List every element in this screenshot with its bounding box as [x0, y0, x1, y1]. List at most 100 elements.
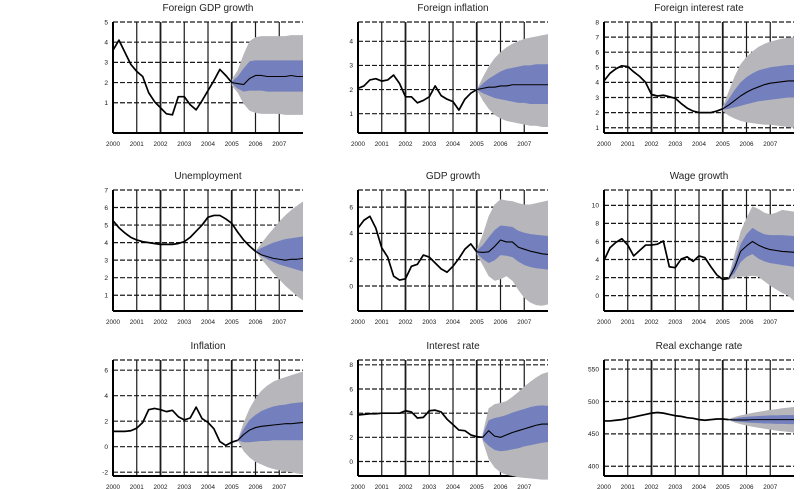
svg-text:6: 6 [595, 239, 599, 246]
svg-text:5: 5 [595, 65, 599, 72]
svg-text:4: 4 [104, 240, 108, 247]
svg-text:4: 4 [349, 231, 353, 238]
svg-text:2000: 2000 [351, 319, 366, 326]
svg-text:3: 3 [349, 63, 353, 70]
svg-text:7: 7 [104, 187, 108, 194]
svg-text:3: 3 [595, 95, 599, 102]
svg-text:2000: 2000 [597, 484, 612, 489]
svg-text:0: 0 [104, 444, 108, 451]
svg-text:2003: 2003 [177, 484, 192, 489]
svg-text:2004: 2004 [692, 319, 707, 326]
svg-text:2001: 2001 [130, 319, 145, 326]
svg-text:8: 8 [595, 19, 599, 26]
svg-text:5: 5 [104, 222, 108, 229]
gdp-growth-chart: 0 2 4 6 2000 2001 2002 2003 2004 2005 2006 2007 [349, 189, 549, 326]
svg-text:2006: 2006 [739, 484, 754, 489]
svg-text:4: 4 [349, 39, 353, 46]
svg-text:2001: 2001 [130, 141, 145, 148]
svg-text:2005: 2005 [716, 319, 731, 326]
svg-text:2006: 2006 [739, 319, 754, 326]
foreign-gdp-growth-chart: 1 2 3 4 5 2000 2001 2002 2003 2004 2005 2006 2007 [104, 19, 303, 148]
svg-text:2005: 2005 [470, 141, 485, 148]
svg-text:2007: 2007 [272, 141, 287, 148]
svg-text:2002: 2002 [398, 484, 413, 489]
svg-text:6: 6 [104, 367, 108, 374]
svg-text:2: 2 [104, 80, 108, 87]
svg-text:4: 4 [595, 80, 599, 87]
svg-text:3: 3 [104, 60, 108, 67]
svg-text:2: 2 [104, 275, 108, 282]
svg-text:2005: 2005 [225, 141, 240, 148]
svg-text:2001: 2001 [130, 484, 145, 489]
svg-text:6: 6 [349, 204, 353, 211]
svg-text:500: 500 [588, 399, 599, 406]
svg-text:3: 3 [104, 257, 108, 264]
svg-text:2001: 2001 [375, 141, 390, 148]
svg-text:2000: 2000 [106, 319, 121, 326]
chart-title-interest-rate: Interest rate [426, 341, 480, 352]
svg-text:2007: 2007 [763, 319, 778, 326]
chart-title-foreign-inflation: Foreign inflation [417, 3, 489, 14]
svg-text:2: 2 [104, 418, 108, 425]
svg-text:2004: 2004 [201, 484, 216, 489]
svg-text:2005: 2005 [225, 319, 240, 326]
foreign-inflation-chart: 1 2 3 4 2000 2001 2002 2003 2004 2005 2006 2007 [349, 21, 548, 148]
svg-text:2007: 2007 [517, 141, 532, 148]
svg-text:2005: 2005 [470, 319, 485, 326]
svg-text:2003: 2003 [422, 141, 437, 148]
svg-text:2006: 2006 [248, 141, 263, 148]
svg-text:2001: 2001 [621, 319, 636, 326]
svg-text:2: 2 [595, 110, 599, 117]
svg-text:2004: 2004 [692, 484, 707, 489]
svg-text:2001: 2001 [375, 484, 390, 489]
chart-title-unemployment: Unemployment [174, 171, 242, 182]
chart-title-foreign-gdp-growth: Foreign GDP growth [162, 3, 254, 14]
svg-text:2000: 2000 [106, 484, 121, 489]
inflation-chart: -2 0 2 4 6 2000 2001 2002 2003 2004 2005 2006 2007 [102, 359, 304, 489]
svg-text:0: 0 [595, 293, 599, 300]
svg-text:2007: 2007 [763, 141, 778, 148]
svg-text:7: 7 [595, 34, 599, 41]
svg-text:6: 6 [349, 386, 353, 393]
svg-text:6: 6 [595, 50, 599, 57]
svg-text:2002: 2002 [153, 319, 168, 326]
svg-text:450: 450 [588, 431, 599, 438]
svg-text:2002: 2002 [398, 319, 413, 326]
chart-title-foreign-interest-rate: Foreign interest rate [654, 3, 744, 14]
svg-text:2007: 2007 [517, 484, 532, 489]
svg-text:2002: 2002 [398, 141, 413, 148]
svg-text:1: 1 [349, 111, 353, 118]
svg-text:2002: 2002 [644, 141, 659, 148]
svg-text:1: 1 [104, 100, 108, 107]
svg-text:4: 4 [595, 257, 599, 264]
svg-text:2005: 2005 [716, 141, 731, 148]
svg-text:0: 0 [349, 459, 353, 466]
svg-text:2002: 2002 [644, 484, 659, 489]
svg-text:0: 0 [349, 283, 353, 290]
svg-text:2003: 2003 [422, 319, 437, 326]
svg-text:5: 5 [104, 19, 108, 26]
svg-text:2001: 2001 [621, 141, 636, 148]
svg-text:2004: 2004 [446, 484, 461, 489]
svg-text:4: 4 [349, 410, 353, 417]
svg-text:2004: 2004 [201, 141, 216, 148]
svg-text:2000: 2000 [597, 319, 612, 326]
svg-text:2003: 2003 [177, 141, 192, 148]
svg-text:2004: 2004 [692, 141, 707, 148]
svg-text:2001: 2001 [375, 319, 390, 326]
svg-text:2000: 2000 [106, 141, 121, 148]
svg-text:2007: 2007 [272, 484, 287, 489]
svg-text:2004: 2004 [446, 319, 461, 326]
svg-text:6: 6 [104, 205, 108, 212]
chart-title-inflation: Inflation [190, 341, 226, 352]
svg-text:2005: 2005 [225, 484, 240, 489]
svg-text:4: 4 [104, 39, 108, 46]
svg-text:1: 1 [595, 125, 599, 132]
svg-text:-2: -2 [102, 469, 108, 476]
chart-title-wage-growth: Wage growth [669, 171, 729, 182]
svg-text:2006: 2006 [493, 319, 508, 326]
svg-text:2007: 2007 [763, 484, 778, 489]
unemployment-chart: 1 2 3 4 5 6 7 2000 2001 2002 2003 2004 2005 2006 2007 [104, 187, 304, 326]
svg-text:8: 8 [595, 221, 599, 228]
